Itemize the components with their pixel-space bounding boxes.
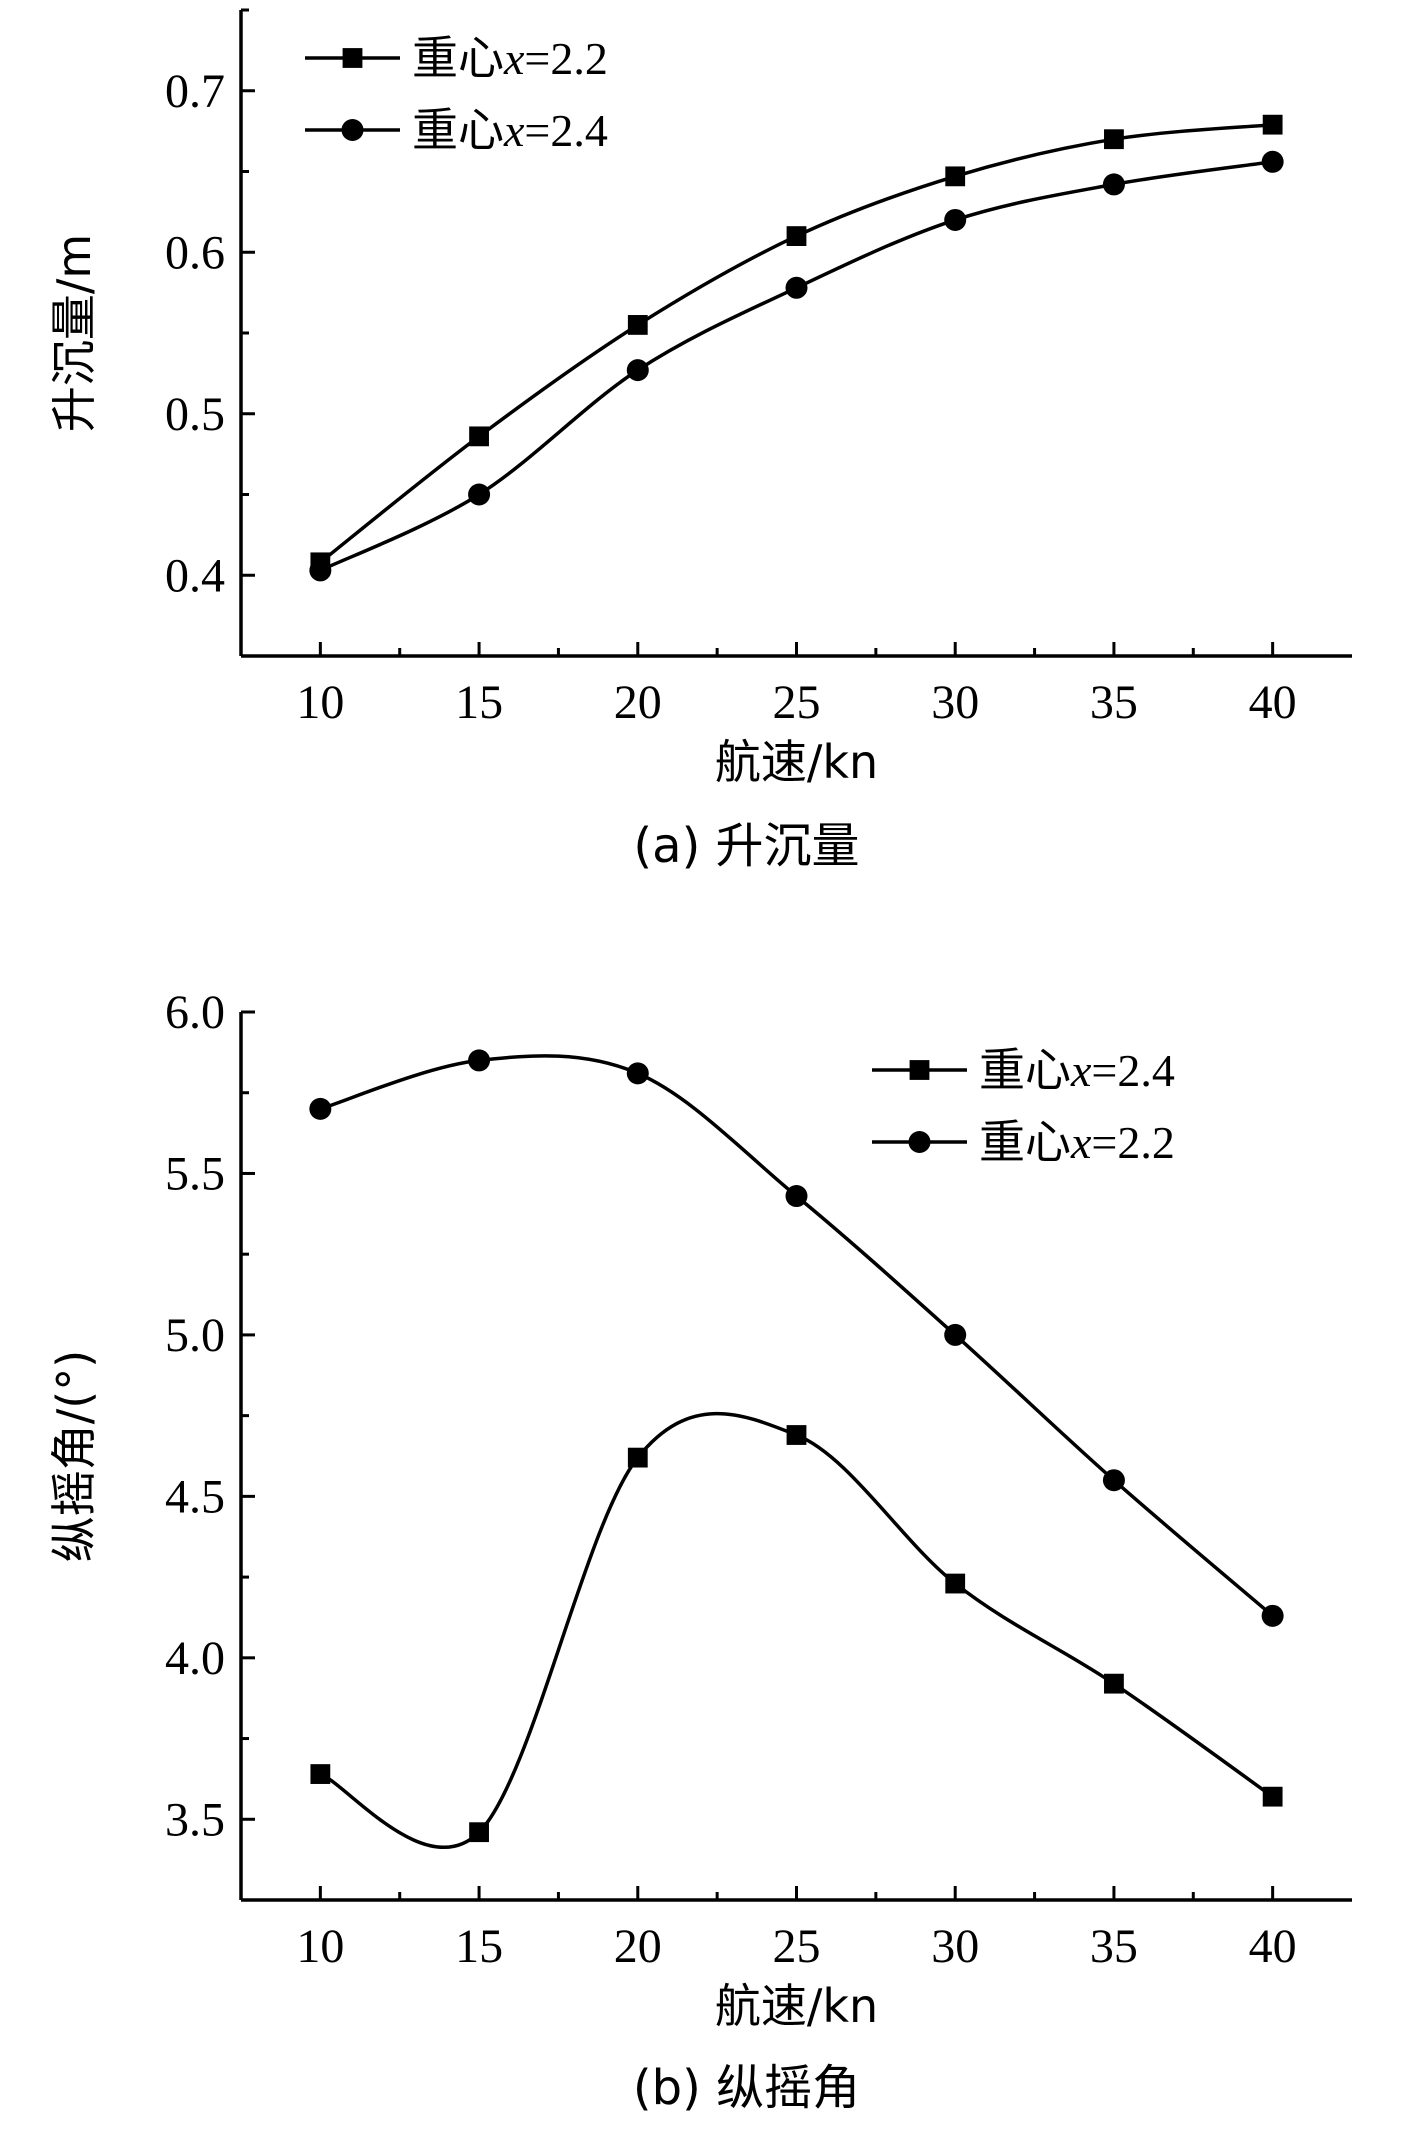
data-point — [627, 1447, 648, 1468]
series-line — [319, 160, 1273, 572]
data-point — [1104, 1673, 1124, 1694]
figure-caption: (b) 纵摇角 — [633, 2060, 860, 2116]
x-tick-label: 35 — [1090, 1920, 1138, 1973]
x-tick-label: 30 — [931, 676, 979, 729]
data-point — [468, 1049, 491, 1072]
x-tick-label: 25 — [773, 1920, 821, 1973]
series-square — [310, 114, 1283, 573]
legend-label-suffix: =2.4 — [1091, 1045, 1174, 1096]
legend-label-var: x — [503, 105, 525, 156]
x-tick-label: 40 — [1249, 676, 1297, 729]
legend-label-prefix: 重心 — [979, 1115, 1071, 1169]
x-tick-label: 15 — [455, 676, 503, 729]
y-tick-label: 3.5 — [165, 1793, 225, 1846]
y-axis-title: 纵摇角/(°) — [47, 1350, 101, 1562]
data-point — [627, 315, 648, 335]
data-point — [1262, 114, 1283, 135]
x-tick-label: 10 — [296, 676, 344, 729]
data-point — [309, 559, 332, 582]
y-tick-label: 0.5 — [165, 388, 225, 441]
data-point — [944, 208, 967, 231]
series-line — [319, 122, 1273, 564]
legend-label: 重心x=2.2 — [979, 1115, 1175, 1169]
data-point — [468, 483, 491, 506]
legend-label-suffix: =2.2 — [1091, 1117, 1174, 1168]
y-tick-label: 0.7 — [165, 65, 225, 118]
legend-marker — [342, 48, 363, 68]
data-point — [1262, 1786, 1283, 1807]
data-point — [1104, 129, 1124, 150]
x-axis-title: 航速/kn — [715, 1979, 878, 2033]
legend-label-var: x — [503, 33, 525, 84]
data-point — [310, 1764, 331, 1784]
data-point — [469, 426, 489, 447]
x-tick-label: 25 — [773, 676, 821, 729]
y-axis-title: 升沉量/m — [47, 234, 101, 432]
x-tick-label: 10 — [296, 1920, 344, 1973]
legend-marker — [909, 1060, 930, 1080]
x-axis-title: 航速/kn — [715, 735, 878, 789]
y-tick-label: 4.0 — [165, 1632, 225, 1685]
data-point — [1261, 150, 1284, 173]
legend-label-prefix: 重心 — [979, 1043, 1071, 1097]
legend-label-prefix: 重心 — [412, 103, 504, 157]
data-point — [786, 226, 807, 246]
data-point — [944, 1323, 967, 1346]
x-tick-label: 35 — [1090, 676, 1138, 729]
legend-label: 重心x=2.2 — [412, 31, 608, 85]
x-tick-label: 20 — [614, 676, 662, 729]
series-circle — [309, 1049, 1284, 1627]
data-point — [785, 276, 808, 299]
legend-label-suffix: =2.2 — [524, 33, 607, 84]
legend-marker — [341, 119, 364, 141]
x-tick-label: 40 — [1249, 1920, 1297, 1973]
figure-caption: (a) 升沉量 — [633, 818, 859, 874]
data-point — [1102, 173, 1125, 196]
data-point — [626, 359, 649, 382]
data-point — [1102, 1469, 1125, 1492]
legend-label-suffix: =2.4 — [524, 105, 607, 156]
legend-label: 重心x=2.4 — [979, 1043, 1175, 1097]
y-tick-label: 5.5 — [165, 1147, 225, 1200]
legend-label: 重心x=2.4 — [412, 103, 608, 157]
series-square — [310, 1411, 1283, 1849]
chart-heave: 10 15 20 25 30 35 40 0.4 0.5 0.6 0.7 航速/kn 升沉量/m (a) … — [47, 8, 1352, 874]
data-point — [945, 1573, 966, 1594]
legend-marker — [908, 1131, 931, 1153]
legend-label-var: x — [1070, 1117, 1092, 1168]
legend-label-var: x — [1070, 1045, 1092, 1096]
y-tick-label: 6.0 — [165, 986, 225, 1039]
data-point — [309, 1097, 332, 1120]
data-point — [945, 166, 966, 187]
data-point — [786, 1425, 807, 1445]
data-point — [626, 1062, 649, 1085]
x-tick-label: 30 — [931, 1920, 979, 1973]
series-circle — [309, 150, 1284, 582]
chart-pitch: 10 15 20 25 30 35 40 3.5 4.0 4.5 5.0 5.5 6.0 航速/kn 纵摇角… — [47, 986, 1352, 2116]
y-tick-label: 5.0 — [165, 1309, 225, 1362]
series-line — [319, 1411, 1274, 1849]
data-point — [469, 1822, 489, 1843]
y-tick-label: 0.6 — [165, 226, 225, 279]
x-tick-label: 15 — [455, 1920, 503, 1973]
y-tick-label: 0.4 — [165, 549, 225, 602]
data-point — [785, 1185, 808, 1208]
y-tick-label: 4.5 — [165, 1470, 225, 1523]
data-point — [1261, 1604, 1284, 1627]
x-tick-label: 20 — [614, 1920, 662, 1973]
legend-label-prefix: 重心 — [412, 31, 504, 85]
